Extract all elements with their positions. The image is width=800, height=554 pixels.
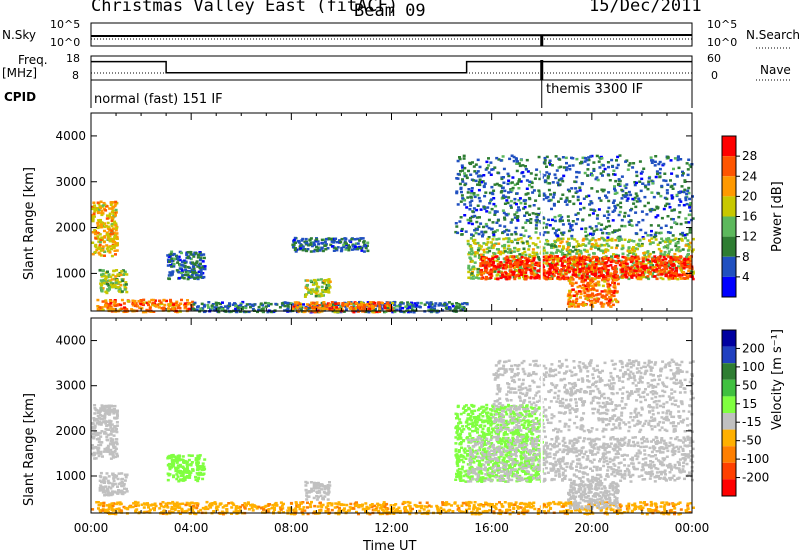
- velocity-colorbar-label: 15: [742, 397, 757, 411]
- velocity-colorbar-cell: [722, 462, 736, 480]
- velocity-echo-region: [166, 453, 207, 483]
- freq-label: Freq.: [18, 53, 48, 67]
- freq-unit-label: [MHz]: [2, 66, 38, 80]
- velocity-echo-region: [91, 404, 119, 460]
- time-xtick-label: 20:00: [575, 521, 610, 535]
- cpid-segment-1: normal (fast) 151 IF: [94, 92, 223, 107]
- nsky-panel-frame: [90, 22, 693, 47]
- beam-label: Beam 09: [354, 1, 426, 21]
- power-colorbar-label: 12: [742, 230, 757, 244]
- freq-tick-min: 8: [72, 69, 79, 82]
- nsky-tick-min: 10^0: [50, 36, 81, 49]
- power-colorbar-label: 4: [742, 270, 750, 284]
- power-colorbar-cell: [722, 216, 736, 237]
- velocity-colorbar-cell: [722, 479, 736, 496]
- nsky-series: [90, 34, 693, 37]
- power-ytick-label: 1000: [55, 266, 86, 280]
- velocity-colorbar-cell: [722, 429, 736, 447]
- velocity-colorbar-cell: [722, 396, 736, 413]
- velocity-ytick-label: 4000: [55, 334, 86, 348]
- time-xtick-label: 16:00: [474, 521, 509, 535]
- power-echo-region: [96, 298, 195, 314]
- time-xlabel: Time UT: [363, 539, 417, 554]
- power-colorbar-label: 16: [742, 210, 757, 224]
- time-xtick-label: 12:00: [374, 521, 409, 535]
- nsearch-tick-max: 10^5: [707, 18, 738, 31]
- power-ytick-label: 2000: [55, 221, 86, 235]
- velocity-colorbar-cell: [722, 346, 736, 364]
- power-ytick-label: 3000: [55, 175, 86, 189]
- velocity-colorbar-frame: [721, 329, 737, 497]
- velocity-colorbar-label: -50: [742, 434, 762, 448]
- nave-tick-min: 0: [711, 69, 718, 82]
- velocity-colorbar-label: 50: [742, 378, 757, 392]
- date-label: 15/Dec/2011: [589, 0, 702, 16]
- time-xtick-label: 04:00: [174, 521, 209, 535]
- nave-label: Nave: [760, 63, 791, 77]
- velocity-colorbar-cell: [722, 413, 736, 430]
- velocity-echo-region: [304, 480, 332, 501]
- power-colorbar-cell: [722, 276, 736, 297]
- time-xtick-label: 08:00: [274, 521, 309, 535]
- velocity-colorbar-cell: [722, 330, 736, 347]
- power-colorbar-cell: [722, 196, 736, 217]
- freq-panel-frame: [90, 55, 693, 81]
- power-echo-region: [166, 250, 207, 281]
- nsky-tick-max: 10^5: [50, 18, 81, 31]
- power-colorbar-label: 8: [742, 250, 750, 264]
- velocity-colorbar-label: -100: [742, 452, 769, 466]
- power-echo-region: [566, 278, 620, 308]
- power-colorbar-label: 24: [742, 169, 757, 183]
- velocity-echo-region: [98, 471, 129, 497]
- nsearch-label: N.Search: [746, 28, 800, 42]
- cpid-segment-2: themis 3300 IF: [546, 82, 644, 97]
- freq-tick-max: 18: [66, 52, 80, 65]
- station-title: Christmas Valley East (fitACF): [91, 0, 399, 16]
- power-colorbar-cell: [722, 136, 736, 157]
- power-colorbar-cell: [722, 236, 736, 257]
- velocity-echo-region: [567, 480, 620, 510]
- cpid-label: CPID: [4, 90, 37, 104]
- velocity-ytick-label: 3000: [55, 379, 86, 393]
- power-echo-region: [454, 154, 695, 239]
- power-colorbar-cell: [722, 156, 736, 177]
- power-echo-region: [91, 200, 119, 258]
- power-echo-region: [98, 268, 129, 295]
- velocity-ytick-label: 2000: [55, 424, 86, 438]
- power-echo-region: [291, 236, 370, 253]
- power-colorbar-cell: [722, 256, 736, 277]
- nsearch-tick-min: 10^0: [707, 36, 738, 49]
- time-xtick-label: 00:00: [74, 521, 109, 535]
- power-colorbar-label: 20: [742, 189, 757, 203]
- velocity-colorbar-label: 200: [742, 341, 765, 355]
- velocity-colorbar-label: -200: [742, 471, 769, 485]
- nave-tick-max: 60: [707, 52, 721, 65]
- freq-series: [91, 60, 692, 74]
- velocity-echo-region: [91, 500, 695, 516]
- velocity-colorbar-label: -15: [742, 415, 762, 429]
- time-xtick-label: 00:00: [675, 521, 710, 535]
- velocity-colorbar-label: 100: [742, 360, 765, 374]
- velocity-colorbar-cell: [722, 379, 736, 397]
- nsky-label: N.Sky: [2, 28, 37, 42]
- power-colorbar-label: 28: [742, 149, 757, 163]
- power-colorbar-cell: [722, 176, 736, 197]
- velocity-colorbar-cell: [722, 363, 736, 380]
- velocity-colorbar-cell: [722, 446, 736, 463]
- power-ytick-label: 4000: [55, 129, 86, 143]
- velocity-echo-region: [466, 435, 695, 483]
- velocity-ytick-label: 1000: [55, 469, 86, 483]
- power-echo-region: [303, 278, 332, 298]
